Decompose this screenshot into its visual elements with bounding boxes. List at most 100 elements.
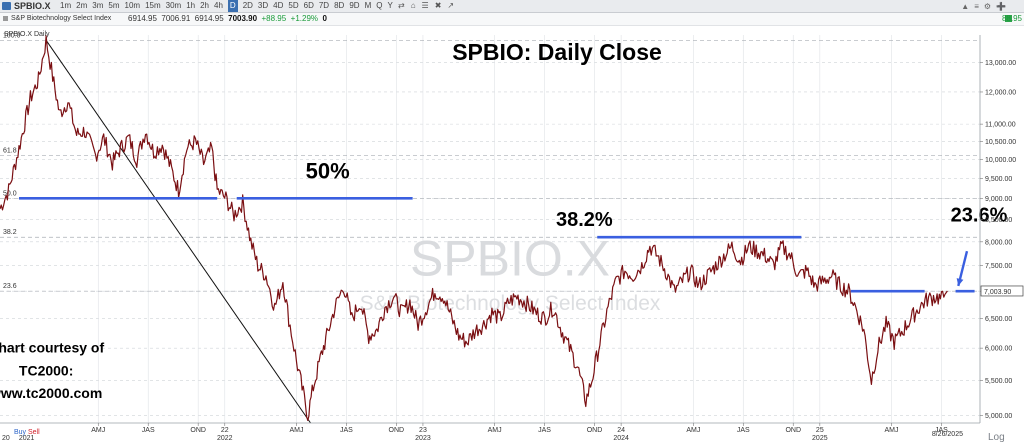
quote-right-value: 88.95	[1001, 14, 1022, 23]
quote-high: 7006.91	[161, 14, 191, 23]
period-7d[interactable]: 7D	[318, 1, 330, 10]
quote-open: 6914.95	[128, 14, 157, 23]
x-tick-label: JAS	[737, 427, 750, 434]
period-5m[interactable]: 5m	[108, 1, 120, 10]
quote-close: 7003.90	[228, 14, 258, 23]
watermark-symbol: SPBIO.X	[410, 231, 610, 287]
tool-3-icon[interactable]: ✖	[434, 1, 442, 10]
fib-percent-label: 23.6%	[951, 205, 1008, 227]
courtesy-text: www.tc2000.com	[0, 385, 102, 401]
toolbar: SPBIO.X 1m 2m 3m 5m 10m 15m 30m 1h 2h 4h D 2D 3D 4D 5D…	[0, 0, 1024, 13]
x-tick-label: AMJ	[686, 427, 700, 434]
x-tick-label: OND	[389, 427, 405, 434]
fib-level-label: 100.0	[3, 32, 21, 39]
x-tick-label: 22	[221, 427, 229, 434]
quote-bar: S&P Biotechnology Select Index 6914.95 7…	[0, 13, 1024, 26]
y-tick-label: 10,500.00	[985, 139, 1016, 146]
period-1h[interactable]: 1h	[186, 1, 196, 10]
period-4h[interactable]: 4h	[214, 1, 223, 10]
fib-level-label: 23.6	[3, 283, 17, 290]
tool-4-icon[interactable]: ↗	[447, 1, 455, 10]
period-10m[interactable]: 10m	[124, 1, 141, 10]
y-tick-label: 6,000.00	[985, 346, 1012, 353]
x-year-label: 2024	[613, 435, 629, 442]
courtesy-text: TC2000:	[19, 363, 73, 379]
arrow-head	[956, 278, 964, 286]
period-2h[interactable]: 2h	[200, 1, 209, 10]
toolbar-right-1-icon[interactable]: ≡	[974, 2, 979, 11]
last-date-label: 8/26/2025	[932, 431, 963, 438]
period-8d[interactable]: 8D	[334, 1, 345, 10]
symbol-label[interactable]: SPBIO.X	[14, 1, 51, 11]
y-tick-label: 11,000.00	[985, 122, 1016, 129]
period-30m[interactable]: 30m	[165, 1, 182, 10]
x-year-label: 2021	[19, 435, 35, 442]
toolbar-right-0-icon[interactable]: ▲	[961, 2, 970, 11]
log-scale-toggle[interactable]: Log	[988, 432, 1005, 443]
period-9d[interactable]: 9D	[349, 1, 360, 10]
y-tick-label: 13,000.00	[985, 60, 1016, 67]
x-tick-label: AMJ	[885, 427, 899, 434]
watermark-name: S&P Biotechnology Select Index	[360, 292, 661, 315]
period-y[interactable]: Y	[387, 1, 393, 10]
y-tick-label: 8,000.00	[985, 239, 1012, 246]
y-tick-label: 8,500.00	[985, 217, 1012, 224]
symbol-icon[interactable]	[2, 2, 11, 10]
courtesy-text: Chart courtesy of	[0, 339, 104, 355]
sell-link[interactable]: Sell	[28, 429, 40, 436]
period-5d[interactable]: 5D	[288, 1, 299, 10]
buy-link[interactable]: Buy	[14, 429, 27, 436]
period-2m[interactable]: 2m	[76, 1, 88, 10]
period-m[interactable]: M	[364, 1, 372, 10]
price-chart[interactable]: 100.0 61.8 50.0 38.2 23.6 SPBIO.X S&P Biotechn…	[0, 27, 1024, 447]
index-icon	[3, 16, 8, 21]
x-left-edge-label: 20	[2, 435, 10, 442]
period-q[interactable]: Q	[376, 1, 383, 10]
x-tick-label: OND	[587, 427, 603, 434]
fib-level-label: 38.2	[3, 229, 17, 236]
tool-0-icon[interactable]: ⇄	[398, 1, 405, 10]
x-tick-label: AMJ	[91, 427, 105, 434]
x-tick-label: JAS	[935, 427, 948, 434]
x-tick-label: AMJ	[488, 427, 502, 434]
x-tick-label: OND	[190, 427, 206, 434]
x-tick-label: JAS	[142, 427, 155, 434]
x-tick-label: 25	[816, 427, 824, 434]
quote-change: +88.95	[261, 14, 287, 23]
price-series-line	[0, 35, 948, 421]
toolbar-right-3-icon[interactable]: ➕	[996, 2, 1006, 11]
fib-percent-label: 50%	[306, 158, 350, 183]
y-tick-label: 12,000.00	[985, 89, 1016, 96]
period-3m[interactable]: 3m	[92, 1, 104, 10]
toolbar-right-icons: ▲ ≡ ⚙ ➕	[956, 1, 1006, 13]
chart-title: SPBIO: Daily Close	[452, 39, 662, 65]
toolbar-right-2-icon[interactable]: ⚙	[983, 2, 992, 11]
tool-2-icon[interactable]: ☰	[421, 1, 429, 10]
panel-label: SPBIO.X Daily	[4, 31, 50, 38]
period-6d[interactable]: 6D	[303, 1, 314, 10]
plot-area	[0, 35, 980, 423]
period-4d[interactable]: 4D	[273, 1, 284, 10]
y-tick-label: 6,500.00	[985, 316, 1012, 323]
period-3d[interactable]: 3D	[257, 1, 269, 10]
x-tick-label: 24	[617, 427, 625, 434]
quote-low: 6914.95	[194, 14, 224, 23]
last-value-label: 7,003.90	[984, 289, 1011, 296]
period-1m[interactable]: 1m	[60, 1, 72, 10]
tool-1-icon[interactable]: ⌂	[410, 1, 416, 10]
y-tick-label: 7,500.00	[985, 263, 1012, 270]
period-d[interactable]: D	[227, 0, 238, 12]
y-tick-label: 10,000.00	[985, 157, 1016, 164]
quote-volume: 0	[322, 14, 327, 23]
quote-values: 6914.95 7006.91 6914.95 7003.90 +88.95 +…	[128, 13, 327, 25]
fib-level-label: 61.8	[3, 148, 17, 155]
last-value-box	[980, 285, 1024, 297]
x-year-label: 2025	[812, 435, 828, 442]
index-name: S&P Biotechnology Select Index	[11, 15, 112, 22]
x-tick-label: 23	[419, 427, 427, 434]
up-arrow-icon	[1005, 15, 1012, 22]
period-2d[interactable]: 2D	[242, 1, 253, 10]
y-tick-label: 9,500.00	[985, 176, 1012, 183]
period-15m[interactable]: 15m	[145, 1, 161, 10]
x-year-label: 2023	[415, 435, 431, 442]
